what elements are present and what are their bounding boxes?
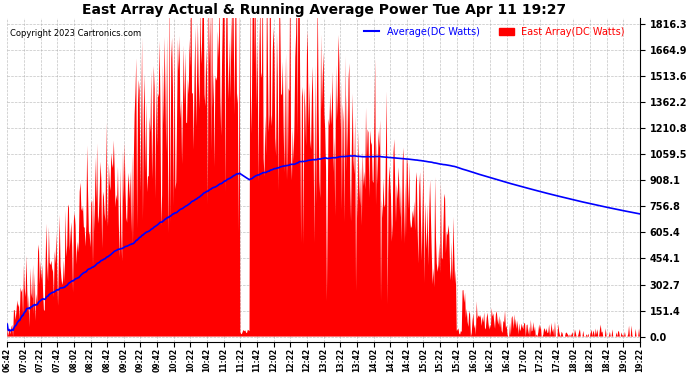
Legend: Average(DC Watts), East Array(DC Watts): Average(DC Watts), East Array(DC Watts) [360,23,629,40]
Text: Copyright 2023 Cartronics.com: Copyright 2023 Cartronics.com [10,29,141,38]
Title: East Array Actual & Running Average Power Tue Apr 11 19:27: East Array Actual & Running Average Powe… [81,3,566,17]
